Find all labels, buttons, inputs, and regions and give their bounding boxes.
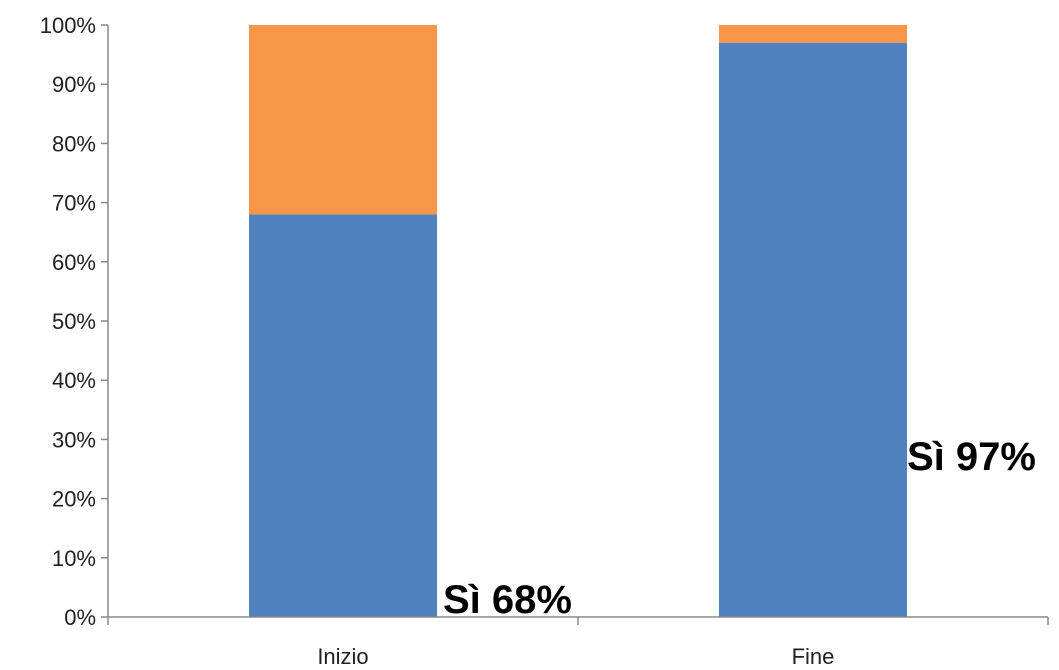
x-category-label: Inizio xyxy=(317,644,368,669)
y-tick-label: 0% xyxy=(64,605,96,630)
y-tick-label: 100% xyxy=(40,13,96,38)
y-tick-label: 20% xyxy=(52,487,96,512)
bar-segment-fine-0 xyxy=(719,42,907,617)
bar-segment-inizio-1 xyxy=(249,25,437,215)
y-tick-label: 10% xyxy=(52,546,96,571)
y-tick-label: 30% xyxy=(52,427,96,452)
y-tick-label: 70% xyxy=(52,191,96,216)
y-tick-label: 90% xyxy=(52,72,96,97)
bars-group xyxy=(249,25,907,617)
annotation-fine: Sì 97% xyxy=(907,435,1036,479)
y-tick-label: 50% xyxy=(52,309,96,334)
y-ticks-group: 0% 10% 20% 30% 40% 50% 60% 70% 80% 90% 100% xyxy=(40,13,108,630)
bar-segment-inizio-0 xyxy=(249,214,437,617)
y-tick-label: 60% xyxy=(52,250,96,275)
y-tick-label: 40% xyxy=(52,368,96,393)
y-tick-label: 80% xyxy=(52,131,96,156)
x-category-label: Fine xyxy=(792,644,835,669)
x-labels-group: Inizio Fine xyxy=(107,617,1049,669)
bar-segment-fine-1 xyxy=(719,25,907,43)
annotation-inizio: Sì 68% xyxy=(443,578,572,622)
